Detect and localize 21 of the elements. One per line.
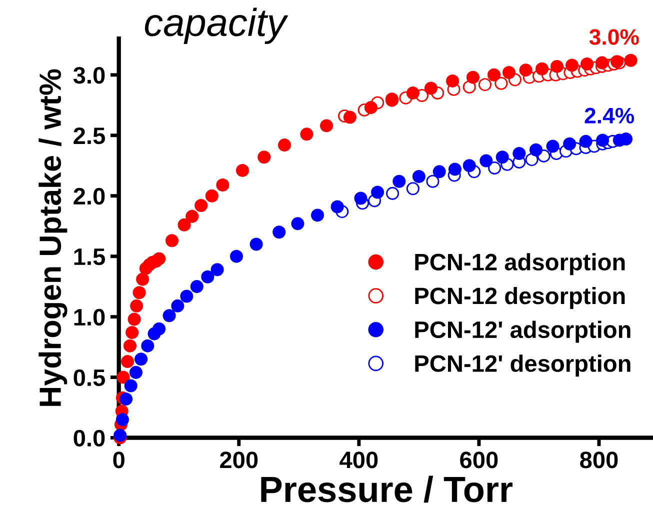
chart-title: capacity — [144, 8, 288, 44]
legend-label: PCN-12 adsorption — [415, 253, 625, 276]
annotation: 3.0% — [589, 29, 639, 45]
x-axis-title: Pressure / Torr — [261, 476, 512, 503]
x-tick-label: 800 — [580, 452, 618, 468]
legend-label: PCN-12' desorption — [415, 354, 630, 377]
x-tick-label: 400 — [340, 452, 378, 468]
y-tick-label: 3.0 — [73, 66, 105, 84]
x-tick-label: 600 — [460, 452, 498, 468]
y-tick-label: 0.5 — [74, 369, 105, 386]
x-tick-label: 200 — [220, 452, 258, 468]
y-tick-label: 1.0 — [74, 308, 105, 326]
y-tick-label: 0.0 — [74, 430, 105, 447]
y-tick-label: 2.0 — [74, 188, 105, 205]
x-tick-label: 0 — [113, 452, 124, 468]
y-tick-label: 1.5 — [74, 248, 105, 266]
legend-label: PCN-12 desorption — [415, 286, 625, 309]
legend-label: PCN-12' adsorption — [415, 320, 630, 343]
annotation: 2.4% — [584, 108, 634, 124]
y-axis-title: Hydrogen Uptake / wt% — [38, 69, 68, 406]
y-tick-label: 2.5 — [74, 127, 105, 144]
